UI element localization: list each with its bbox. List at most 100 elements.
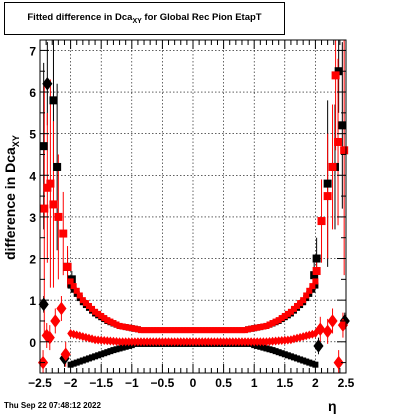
- x-tick-label: −1: [125, 376, 139, 390]
- square-marker: [153, 327, 160, 334]
- square-marker: [162, 327, 169, 334]
- square-marker: [110, 320, 117, 327]
- square-marker: [98, 351, 105, 358]
- square-marker: [79, 297, 86, 304]
- square-marker: [141, 327, 148, 334]
- square-marker: [287, 353, 294, 360]
- square-marker: [245, 326, 252, 333]
- diamond-marker: [315, 322, 326, 337]
- square-marker: [242, 327, 249, 334]
- square-marker: [269, 347, 276, 354]
- square-marker: [171, 327, 178, 334]
- y-tick-label: 0: [29, 336, 36, 350]
- square-marker: [101, 350, 108, 357]
- square-marker: [272, 348, 279, 355]
- square-marker: [92, 308, 99, 315]
- square-marker: [70, 286, 77, 293]
- square-marker: [260, 323, 267, 330]
- square-marker: [287, 308, 294, 315]
- square-marker: [238, 327, 245, 334]
- square-marker: [95, 352, 102, 359]
- square-marker: [107, 348, 114, 355]
- y-tick-label: 5: [29, 128, 36, 142]
- square-marker: [306, 290, 313, 297]
- square-marker: [113, 346, 120, 353]
- square-marker: [217, 327, 224, 334]
- square-marker: [174, 327, 181, 334]
- square-marker: [128, 325, 135, 332]
- square-marker: [67, 278, 74, 285]
- square-marker: [46, 179, 55, 188]
- square-marker: [104, 349, 111, 356]
- diamond-marker: [56, 301, 67, 316]
- square-marker: [199, 327, 206, 334]
- square-marker: [312, 254, 321, 263]
- square-marker: [116, 322, 123, 329]
- y-tick-label: 6: [29, 86, 36, 100]
- x-tick-label: 2.5: [338, 376, 355, 390]
- square-marker: [193, 327, 200, 334]
- square-marker: [214, 327, 221, 334]
- square-marker: [186, 327, 193, 334]
- y-tick-label: 7: [29, 44, 36, 58]
- square-marker: [251, 325, 258, 332]
- square-marker: [122, 343, 129, 350]
- square-marker: [113, 321, 120, 328]
- square-marker: [290, 354, 297, 361]
- x-tick-label: 1: [251, 376, 258, 390]
- square-marker: [205, 327, 212, 334]
- square-marker: [334, 67, 343, 76]
- square-marker: [232, 327, 239, 334]
- square-marker: [49, 200, 58, 209]
- diamond-marker: [313, 339, 324, 353]
- square-marker: [177, 327, 184, 334]
- x-tick-label: 1.5: [276, 376, 293, 390]
- square-marker: [223, 327, 230, 334]
- square-marker: [260, 344, 267, 351]
- square-marker: [116, 345, 123, 352]
- square-marker: [131, 325, 138, 332]
- timestamp: Thu Sep 22 07:48:12 2022: [4, 401, 101, 410]
- square-marker: [76, 292, 83, 299]
- x-tick-label: −2.5: [28, 376, 52, 390]
- error-bars: [42, 40, 346, 373]
- square-marker: [300, 297, 307, 304]
- data-markers: [37, 67, 350, 370]
- square-marker: [59, 229, 68, 238]
- square-marker: [257, 343, 264, 350]
- x-tick-label: 0.5: [215, 376, 232, 390]
- square-marker: [53, 162, 62, 171]
- square-marker: [306, 359, 313, 366]
- square-marker: [297, 300, 304, 307]
- square-marker: [263, 322, 270, 329]
- x-axis-title: η: [328, 398, 337, 414]
- square-marker: [82, 300, 89, 307]
- square-marker: [85, 355, 92, 362]
- x-tick-label: −0.5: [151, 376, 175, 390]
- diamond-marker: [38, 297, 49, 312]
- x-tick-label: 2: [312, 376, 319, 390]
- diamond-marker: [50, 314, 61, 328]
- square-marker: [208, 327, 215, 334]
- square-marker: [275, 317, 282, 324]
- square-marker: [49, 96, 58, 105]
- square-marker: [340, 146, 349, 155]
- square-marker: [202, 327, 209, 334]
- square-marker: [220, 327, 227, 334]
- square-marker: [312, 282, 319, 289]
- grid: [40, 40, 346, 373]
- square-marker: [196, 327, 203, 334]
- square-marker: [73, 287, 80, 294]
- square-marker: [300, 357, 307, 364]
- square-marker: [331, 71, 340, 80]
- square-marker: [92, 353, 99, 360]
- diamond-marker: [327, 314, 338, 328]
- square-marker: [43, 183, 52, 192]
- diamond-marker: [44, 330, 55, 345]
- square-marker: [278, 315, 285, 322]
- square-marker: [281, 351, 288, 358]
- square-marker: [303, 292, 310, 299]
- square-marker: [269, 320, 276, 327]
- chart-title-box: Fitted difference in DcaXY for Global Re…: [4, 2, 285, 35]
- square-marker: [79, 357, 86, 364]
